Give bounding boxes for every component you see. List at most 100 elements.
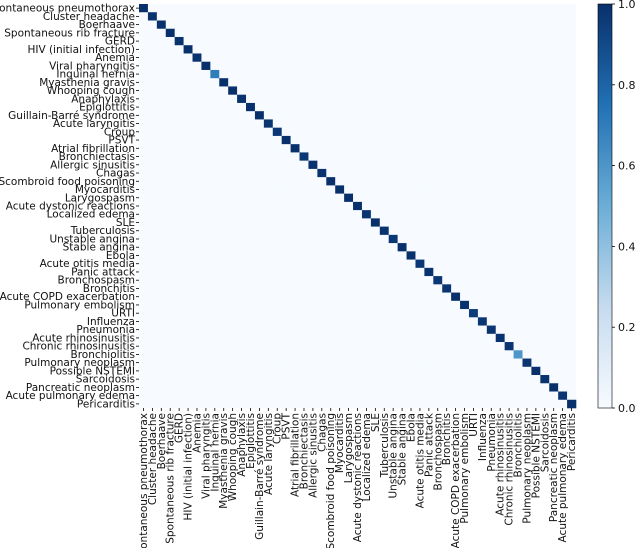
heatmap-cell xyxy=(495,36,505,46)
heatmap-cell xyxy=(210,350,220,359)
heatmap-cell xyxy=(147,69,158,79)
heatmap-cell xyxy=(272,119,282,128)
heatmap-cell xyxy=(183,399,193,409)
heatmap-cell xyxy=(370,45,381,54)
heatmap-cell xyxy=(353,4,363,13)
heatmap-cell xyxy=(504,333,514,343)
y-tick-label: Anaphylaxis xyxy=(71,93,135,105)
heatmap-cell xyxy=(246,94,256,104)
heatmap-cell xyxy=(468,127,479,137)
y-tick-label: Possible NSTEMI xyxy=(50,365,135,377)
x-tick-label: Larygospasm xyxy=(343,413,355,483)
heatmap-cell xyxy=(335,61,345,71)
heatmap-cell xyxy=(388,102,398,112)
heatmap-cell xyxy=(165,69,175,79)
heatmap-cell xyxy=(415,36,425,46)
heatmap-cell xyxy=(433,94,443,104)
heatmap-cell xyxy=(433,234,443,244)
heatmap-cell xyxy=(397,251,407,260)
heatmap-cell xyxy=(308,28,318,38)
heatmap-cell xyxy=(504,152,514,161)
heatmap-cell xyxy=(567,86,577,95)
heatmap-cell xyxy=(558,69,568,79)
x-tick-label: Influenza xyxy=(477,413,489,461)
heatmap-cell xyxy=(549,111,559,120)
heatmap-cell xyxy=(290,111,300,120)
heatmap-cell xyxy=(468,383,479,392)
heatmap-cell xyxy=(397,185,407,194)
heatmap-cell xyxy=(433,276,443,285)
heatmap-cell xyxy=(567,292,577,302)
heatmap-cell xyxy=(397,111,407,120)
heatmap-cell xyxy=(228,284,238,293)
heatmap-cell xyxy=(254,144,265,153)
heatmap-cell xyxy=(388,383,398,392)
heatmap-cell xyxy=(174,61,184,71)
heatmap-cell xyxy=(549,284,559,293)
heatmap-cell xyxy=(165,226,175,236)
heatmap-cell xyxy=(219,160,229,170)
heatmap-cell xyxy=(442,226,452,236)
heatmap-cell xyxy=(468,177,479,186)
heatmap-cell xyxy=(531,36,541,46)
y-tick-label: Acute dystonic reactions xyxy=(6,201,135,213)
heatmap-cell xyxy=(281,119,291,128)
heatmap-cell xyxy=(549,383,559,392)
heatmap-cell xyxy=(344,366,354,376)
heatmap-cell xyxy=(513,391,523,401)
heatmap-cell xyxy=(504,193,514,203)
heatmap-cell xyxy=(504,78,514,87)
heatmap-cell xyxy=(174,20,184,30)
heatmap-cell xyxy=(174,300,184,310)
heatmap-cell xyxy=(192,78,202,87)
heatmap-cell xyxy=(228,94,238,104)
heatmap-cell xyxy=(388,45,398,54)
heatmap-cell xyxy=(522,69,532,79)
x-tick-label: Croup xyxy=(272,413,284,444)
heatmap-cell xyxy=(237,53,247,63)
heatmap-cell xyxy=(468,94,479,104)
heatmap-cell xyxy=(156,342,167,351)
heatmap-cell xyxy=(433,86,443,95)
heatmap-cell xyxy=(317,251,327,260)
heatmap-cell xyxy=(522,201,532,211)
heatmap-cell xyxy=(567,152,577,161)
heatmap-cell xyxy=(513,342,523,351)
heatmap-cell xyxy=(219,391,229,401)
heatmap-cell xyxy=(549,45,559,54)
heatmap-cell xyxy=(201,61,211,71)
heatmap-cell xyxy=(210,226,220,236)
heatmap-cell xyxy=(299,210,309,219)
heatmap-cell xyxy=(442,111,452,120)
heatmap-cell xyxy=(237,383,247,392)
heatmap-cell xyxy=(513,284,523,293)
x-tick-label: Bronchospasm xyxy=(432,413,444,491)
heatmap-cell xyxy=(165,300,175,310)
heatmap-cell xyxy=(335,292,345,302)
heatmap-cell xyxy=(549,251,559,260)
heatmap-cell xyxy=(522,226,532,236)
heatmap-cell xyxy=(522,177,532,186)
heatmap-cell xyxy=(156,300,167,310)
heatmap-cell xyxy=(522,309,532,318)
heatmap-cell xyxy=(406,399,416,409)
heatmap-cell xyxy=(370,36,381,46)
heatmap-cell xyxy=(281,300,291,310)
heatmap-cell xyxy=(370,28,381,38)
heatmap-cell xyxy=(210,391,220,401)
heatmap-cell xyxy=(495,177,505,186)
heatmap-cell xyxy=(281,12,291,21)
heatmap-cell xyxy=(549,36,559,46)
heatmap-cell xyxy=(228,358,238,368)
heatmap-cell xyxy=(254,78,265,87)
heatmap-cell xyxy=(290,61,300,71)
heatmap-cell xyxy=(424,185,434,194)
heatmap-cell xyxy=(513,226,523,236)
heatmap-cell xyxy=(219,383,229,392)
heatmap-cell xyxy=(281,45,291,54)
heatmap-cell xyxy=(272,243,282,252)
heatmap-cell xyxy=(219,102,229,112)
heatmap-cell xyxy=(156,53,167,63)
heatmap-cell xyxy=(210,333,220,343)
heatmap-cell xyxy=(531,102,541,112)
